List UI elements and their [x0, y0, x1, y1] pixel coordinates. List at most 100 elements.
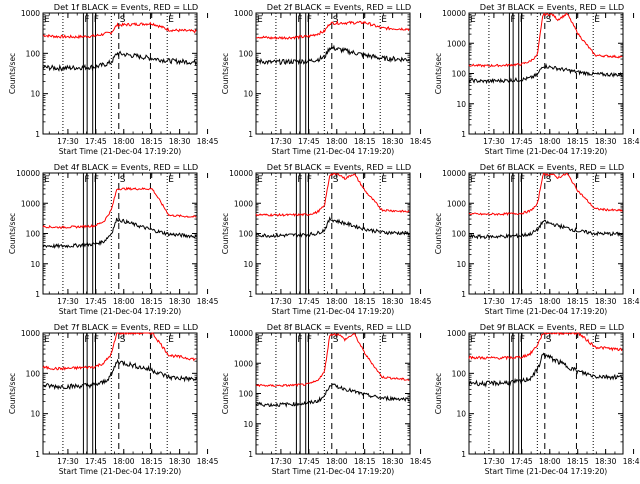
x-axis-label: Start Time (21-Dec-04 17:19:20) [485, 147, 607, 156]
y-tick-label: 100 [239, 230, 254, 239]
y-tick-label: 10 [243, 260, 253, 269]
x-tick-label: 17:30 [57, 457, 79, 466]
series-line-lld [468, 12, 623, 68]
y-tick-label: 10 [456, 410, 466, 419]
x-axis-label: Start Time (21-Dec-04 17:19:20) [59, 147, 181, 156]
x-tick-label: 17:45 [298, 137, 320, 146]
x-tick-label: 18:45 [623, 297, 640, 306]
marker-label: S [546, 15, 552, 25]
y-tick-label: 1 [461, 130, 466, 139]
marker-label: F [94, 15, 99, 25]
marker-label: E [470, 15, 476, 25]
x-tick-label: 18:00 [326, 457, 348, 466]
y-tick-label: 1000 [447, 39, 466, 48]
y-tick-label: 100 [452, 230, 467, 239]
marker-label: E [257, 15, 263, 25]
x-tick-label: 18:15 [567, 457, 589, 466]
x-tick-label: 18:45 [623, 457, 640, 466]
marker-label: F [520, 335, 525, 345]
marker-label: F [94, 175, 99, 185]
panel-title: Det 8f BLACK = Events, RED = LLD [267, 322, 411, 332]
marker-label: F [94, 335, 99, 345]
panel-title: Det 4f BLACK = Events, RED = LLD [54, 162, 198, 172]
panel-det-2: Det 2f BLACK = Events, RED = LLD 1 10 100 10… [221, 2, 432, 156]
panel-title: Det 9f BLACK = Events, RED = LLD [480, 322, 624, 332]
marker-label: E [44, 175, 50, 185]
x-tick-label: 18:00 [113, 297, 135, 306]
x-tick-label: 17:30 [270, 297, 292, 306]
series-line-lld [42, 186, 197, 229]
panel-title: Det 2f BLACK = Events, RED = LLD [267, 2, 411, 12]
marker-label: E [381, 15, 387, 25]
x-tick-label: 17:45 [298, 297, 320, 306]
series-line-lld [255, 172, 410, 217]
x-axis-label: Start Time (21-Dec-04 17:19:20) [485, 307, 607, 316]
y-tick-label: 10 [30, 90, 40, 99]
panel-det-9: Det 9f BLACK = Events, RED = LLD 1 10 100 10… [434, 322, 640, 476]
panel-det-1: Det 1f BLACK = Events, RED = LLD 1 10 100 10… [8, 2, 219, 156]
marker-label: F [520, 175, 525, 185]
x-tick-label: 18:30 [169, 297, 191, 306]
series-line-events [42, 358, 197, 391]
x-tick-label: 18:15 [141, 457, 163, 466]
y-tick-label: 100 [239, 390, 254, 399]
y-axis-label: Counts/sec [8, 53, 17, 94]
plot-frame [42, 12, 198, 135]
y-tick-label: 1 [248, 450, 253, 459]
y-tick-label: 10000 [442, 9, 466, 18]
x-axis-label: Start Time (21-Dec-04 17:19:20) [272, 307, 394, 316]
panel-title: Det 5f BLACK = Events, RED = LLD [267, 162, 411, 172]
x-tick-label: 18:00 [326, 297, 348, 306]
x-tick-label: 17:30 [57, 137, 79, 146]
marker-label: E [381, 335, 387, 345]
y-tick-label: 1000 [234, 199, 253, 208]
marker-label: E [381, 175, 387, 185]
y-tick-label: 10 [243, 90, 253, 99]
x-tick-label: 18:15 [567, 297, 589, 306]
marker-label: F [307, 335, 312, 345]
x-tick-label: 17:45 [298, 457, 320, 466]
series-line-lld [255, 20, 410, 41]
y-tick-label: 100 [26, 49, 41, 58]
marker-label: E [168, 335, 174, 345]
y-axis-label: Counts/sec [221, 213, 230, 254]
marker-label: E [594, 15, 600, 25]
x-tick-label: 18:15 [354, 137, 376, 146]
y-tick-label: 1 [248, 290, 253, 299]
y-axis-label: Counts/sec [8, 373, 17, 414]
x-tick-label: 17:45 [85, 297, 107, 306]
x-tick-label: 18:00 [113, 137, 135, 146]
panel-title: Det 6f BLACK = Events, RED = LLD [480, 162, 624, 172]
x-tick-label: 18:30 [382, 457, 404, 466]
panel-det-7: Det 7f BLACK = Events, RED = LLD 1 10 100 10… [8, 322, 219, 476]
x-tick-label: 18:30 [595, 457, 617, 466]
series-line-events [468, 219, 623, 240]
series-line-events [255, 216, 410, 239]
x-tick-label: 18:45 [197, 137, 219, 146]
series-line-lld [468, 172, 623, 217]
y-tick-label: 1 [461, 450, 466, 459]
marker-label: E [168, 15, 174, 25]
series-line-events [468, 352, 623, 388]
y-tick-label: 100 [452, 369, 467, 378]
x-tick-label: 18:30 [169, 457, 191, 466]
series-line-events [255, 44, 410, 66]
marker-label: S [120, 15, 126, 25]
y-tick-label: 1 [35, 130, 40, 139]
plot-frame [255, 12, 411, 135]
x-axis-label: Start Time (21-Dec-04 17:19:20) [485, 467, 607, 476]
marker-label: F [520, 15, 525, 25]
series-line-lld [468, 332, 623, 361]
x-tick-label: 18:45 [410, 297, 432, 306]
y-axis-label: Counts/sec [221, 373, 230, 414]
panel-det-6: Det 6f BLACK = Events, RED = LLD 1 10 100 10… [434, 162, 640, 316]
x-axis-label: Start Time (21-Dec-04 17:19:20) [59, 467, 181, 476]
series-line-lld [42, 332, 197, 371]
y-tick-label: 1 [461, 290, 466, 299]
x-tick-label: 18:00 [326, 137, 348, 146]
x-tick-label: 18:15 [354, 297, 376, 306]
y-tick-label: 100 [239, 49, 254, 58]
marker-label: E [44, 335, 50, 345]
y-tick-label: 1000 [447, 199, 466, 208]
